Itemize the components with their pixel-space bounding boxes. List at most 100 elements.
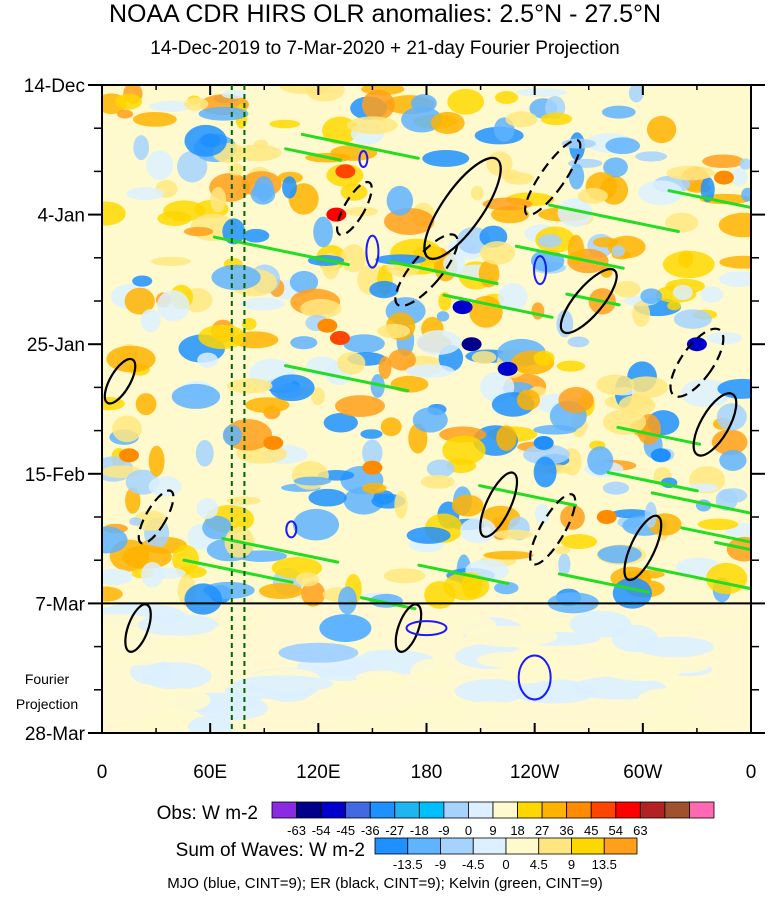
anomaly-patch: [605, 137, 641, 155]
kelvin-contour: [283, 364, 410, 393]
er-contour: [423, 156, 502, 260]
anomaly-patch: [717, 378, 751, 399]
anomaly-patch: [361, 89, 395, 120]
anomaly-patch: [719, 449, 747, 471]
anomaly-patch: [531, 302, 545, 320]
anomaly-patch: [640, 288, 663, 305]
obs-colorbar-swatch: [418, 801, 445, 819]
anomaly-patch: [124, 287, 155, 315]
anomaly-patch: [117, 109, 134, 119]
anomaly-patch: [388, 348, 416, 371]
anomaly-patch: [156, 290, 190, 322]
wave-sum-patch: [636, 636, 714, 658]
anomaly-patch: [719, 271, 751, 287]
y-tick-label: 28-Mar: [25, 724, 86, 745]
anomaly-patch: [451, 494, 484, 517]
anomaly-patch: [628, 85, 644, 103]
anomaly-patch: [638, 180, 683, 206]
anomaly-patch: [282, 176, 297, 199]
kelvin-contour: [417, 563, 510, 585]
er-contour: [335, 180, 373, 236]
anomaly-patch: [560, 534, 598, 550]
olr-anomaly-field: [102, 85, 751, 733]
anomaly-patch: [380, 417, 402, 437]
wave-sum-patch: [637, 688, 695, 712]
obs-colorbar-tick: 45: [584, 823, 598, 838]
er-contour: [124, 603, 152, 653]
mjo-contour: [365, 234, 380, 269]
x-tick-label: 60W: [623, 762, 662, 783]
obs-colorbar-swatch: [320, 801, 347, 819]
anomaly-patch: [420, 474, 455, 489]
anomaly-core: [335, 164, 356, 179]
anomaly-patch: [410, 94, 437, 113]
anomaly-patch: [568, 163, 585, 190]
anomaly-patch: [613, 281, 641, 298]
anomaly-patch: [719, 488, 748, 503]
wave-sum-patch: [137, 614, 219, 636]
wave-sum-patch: [651, 660, 709, 674]
anomaly-patch: [644, 501, 658, 528]
anomaly-patch: [587, 446, 614, 475]
anomaly-patch: [739, 158, 751, 170]
anomaly-patch: [146, 150, 174, 180]
contour-legend: MJO (blue, CINT=9); ER (black, CINT=9); …: [167, 875, 603, 892]
anomaly-patch: [711, 429, 748, 456]
anomaly-patch: [198, 106, 249, 121]
kelvin-contour: [650, 491, 751, 515]
er-contour: [559, 267, 618, 335]
anomaly-patch: [222, 424, 242, 446]
kelvin-contour: [548, 203, 680, 234]
anomaly-patch: [198, 324, 247, 350]
anomaly-patch: [135, 393, 157, 416]
anomaly-patch: [140, 308, 161, 332]
anomaly-patch: [494, 91, 519, 104]
anomaly-patch: [577, 188, 608, 204]
obs-colorbar-tick: 9: [489, 823, 496, 838]
anomaly-patch: [533, 456, 557, 488]
anomaly-patch: [202, 515, 232, 540]
waves-colorbar-tick: 0: [502, 857, 509, 872]
anomaly-patch: [673, 309, 712, 329]
anomaly-patch: [483, 550, 534, 560]
anomaly-patch: [632, 301, 651, 327]
anomaly-patch: [515, 88, 568, 97]
obs-colorbar-tick: 27: [535, 823, 549, 838]
anomaly-patch: [624, 376, 669, 399]
anomaly-patch: [646, 115, 677, 144]
kelvin-contour: [557, 572, 650, 594]
kelvin-contour: [713, 540, 751, 552]
anomaly-patch: [195, 440, 214, 467]
wave-sum-patch: [431, 614, 497, 635]
anomaly-patch: [560, 504, 585, 530]
anomaly-patch: [497, 283, 528, 311]
kelvin-contour: [616, 425, 702, 446]
chart-title: NOAA CDR HIRS OLR anomalies: 2.5°N - 27.…: [108, 0, 662, 28]
obs-colorbar-tick: 54: [609, 823, 623, 838]
anomaly-patch: [378, 356, 392, 380]
waves-colorbar-swatch: [374, 837, 409, 855]
obs-colorbar-label: Obs: W m-2: [157, 803, 258, 824]
anomaly-patch: [290, 336, 318, 350]
er-contour: [137, 489, 175, 545]
anomaly-patch: [665, 212, 699, 233]
kelvin-contour: [646, 566, 751, 591]
kelvin-contour: [284, 147, 343, 162]
obs-colorbar-tick: -63: [287, 823, 306, 838]
anomaly-patch: [494, 529, 533, 540]
anomaly-patch: [346, 116, 398, 135]
anomaly-patch: [538, 234, 562, 248]
anomaly-patch: [129, 517, 143, 526]
anomaly-patch: [607, 235, 646, 259]
obs-colorbar-tick: -45: [336, 823, 355, 838]
anomaly-patch: [623, 569, 665, 579]
anomaly-patch: [705, 562, 748, 595]
anomaly-patch: [308, 488, 347, 507]
er-contour: [523, 138, 582, 217]
anomaly-patch: [311, 387, 325, 406]
obs-colorbar-swatch: [443, 801, 469, 819]
obs-colorbar-swatch: [615, 801, 641, 819]
waves-colorbar-swatch: [571, 837, 605, 855]
er-contour: [529, 493, 577, 566]
anomaly-patch: [422, 150, 470, 167]
